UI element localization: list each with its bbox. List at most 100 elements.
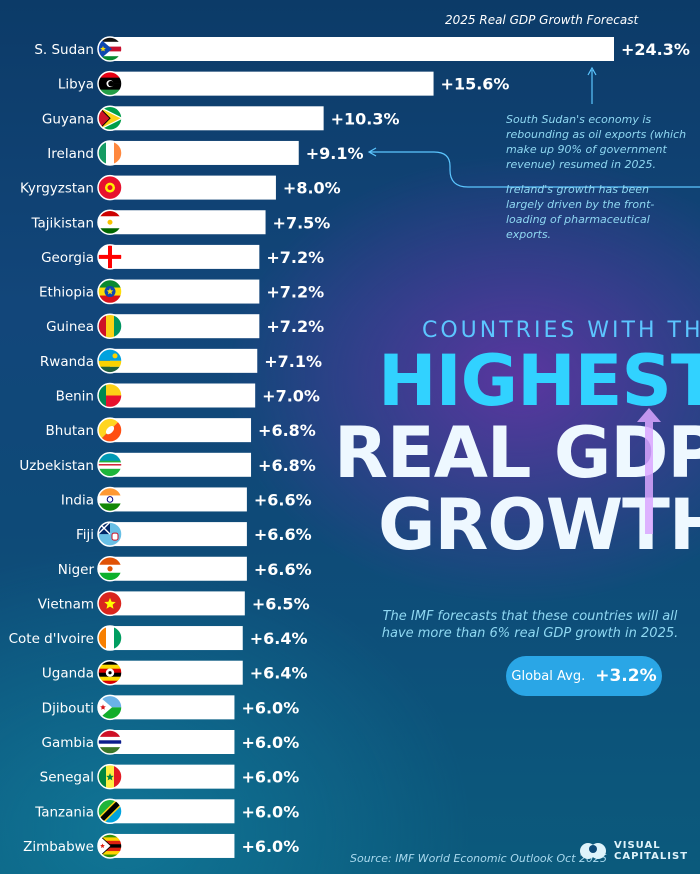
- flag-uzbekistan-icon: [98, 452, 122, 477]
- bar-row-ethiopia: Ethiopia +7.2%: [39, 278, 324, 305]
- chart-title: 2025 Real GDP Growth Forecast: [445, 13, 639, 27]
- value-label-kyrgyzstan: +8.0%: [283, 179, 341, 198]
- bar-georgia: [110, 244, 260, 269]
- flag-ring: [97, 452, 123, 478]
- flag-ring: [97, 729, 123, 755]
- value-label-bhutan: +6.8%: [258, 421, 316, 440]
- bar-row-djibouti: Djibouti +6.0%: [42, 694, 299, 721]
- bar-zimbabwe: [110, 833, 235, 858]
- flag-s-sudan-icon: [98, 37, 122, 61]
- brand-line-1: VISUAL: [614, 840, 661, 851]
- value-label-india: +6.6%: [254, 490, 312, 509]
- bar-row-bhutan: Bhutan +6.8%: [46, 417, 316, 443]
- value-label-tajikistan: +7.5%: [273, 213, 331, 232]
- category-label-georgia: Georgia: [41, 250, 94, 266]
- flag-senegal-icon: [98, 764, 122, 789]
- bar-ireland: [110, 140, 299, 165]
- bar-row-niger: Niger +6.6%: [58, 556, 312, 582]
- up-arrow-icon: [637, 408, 661, 534]
- bar-row-india: India +6.6%: [61, 486, 312, 513]
- category-label-kyrgyzstan: Kyrgyzstan: [20, 181, 94, 197]
- flag-ring: [97, 348, 123, 374]
- bar-niger: [110, 556, 247, 581]
- bar-libya: [110, 71, 434, 96]
- bar-uzbekistan: [110, 452, 252, 477]
- value-label-tanzania: +6.0%: [241, 802, 299, 821]
- bar-tajikistan: [110, 210, 266, 235]
- flag-ring: [97, 417, 123, 443]
- value-label-ireland: +9.1%: [306, 144, 364, 163]
- category-label-gambia: Gambia: [42, 735, 94, 751]
- flag-ring: [97, 382, 123, 409]
- bar-row-tanzania: Tanzania +6.0%: [34, 798, 299, 825]
- bar-row-fiji: Fiji +6.6%: [76, 521, 312, 547]
- value-label-niger: +6.6%: [254, 560, 312, 579]
- ssudan-annotation: South Sudan's economy is rebounding as o…: [506, 113, 687, 171]
- flag-ring: [97, 486, 123, 513]
- category-label-senegal: Senegal: [40, 770, 94, 786]
- bar-row-cote-d-ivoire: Cote d'Ivoire +6.4%: [9, 625, 308, 651]
- category-label-s-sudan: S. Sudan: [34, 42, 94, 58]
- bar-india: [110, 487, 247, 512]
- category-label-benin: Benin: [56, 389, 94, 405]
- category-label-rwanda: Rwanda: [40, 354, 94, 370]
- flag-ring: [97, 36, 123, 62]
- flag-ring: [97, 625, 123, 651]
- value-label-senegal: +6.0%: [241, 768, 299, 787]
- category-label-zimbabwe: Zimbabwe: [23, 839, 94, 855]
- category-label-djibouti: Djibouti: [42, 700, 94, 716]
- flag-ring: [97, 694, 123, 721]
- bar-uganda: [110, 660, 243, 685]
- flag-niger-icon: [98, 556, 122, 581]
- category-label-guinea: Guinea: [46, 319, 94, 335]
- flag-ring: [97, 590, 123, 617]
- bar-bhutan: [110, 418, 252, 443]
- value-label-vietnam: +6.5%: [252, 594, 310, 613]
- category-label-india: India: [61, 492, 94, 508]
- bar-kyrgyzstan: [110, 175, 276, 200]
- ireland-annotation: Ireland's growth has been largely driven…: [506, 183, 655, 241]
- global-average-label: Global Avg.: [511, 668, 586, 684]
- flag-ring: [97, 556, 123, 582]
- imf-note: The IMF forecasts that these countries w…: [381, 609, 679, 641]
- flag-ring: [97, 763, 123, 790]
- category-label-tanzania: Tanzania: [34, 804, 94, 820]
- flag-ring: [97, 798, 123, 825]
- visual-capitalist-logo-icon: [580, 843, 606, 859]
- flag-ring: [97, 174, 123, 201]
- value-label-benin: +7.0%: [262, 387, 320, 406]
- value-label-cote-d-ivoire: +6.4%: [250, 629, 308, 648]
- bar-rwanda: [110, 348, 258, 373]
- value-label-gambia: +6.0%: [241, 733, 299, 752]
- bar-row-guyana: Guyana +10.3%: [42, 105, 400, 132]
- flag-ring: [97, 244, 123, 270]
- flag-ireland-icon: [98, 140, 122, 165]
- flag-gambia-icon: [98, 730, 122, 754]
- category-label-ireland: Ireland: [47, 146, 94, 162]
- flag-ring: [97, 278, 123, 305]
- headline-line-1: HIGHEST: [378, 340, 700, 422]
- category-label-libya: Libya: [58, 77, 94, 93]
- flag-ring: [97, 70, 123, 97]
- flag-ring: [97, 140, 123, 166]
- brand-logo: VISUAL CAPITALIST: [578, 836, 688, 866]
- bar-ethiopia: [110, 279, 260, 304]
- bar-row-kyrgyzstan: Kyrgyzstan +8.0%: [20, 174, 341, 201]
- bar-row-guinea: Guinea +7.2%: [46, 313, 324, 339]
- bar-cote-d-ivoire: [110, 626, 243, 651]
- bar-senegal: [110, 764, 235, 789]
- value-label-zimbabwe: +6.0%: [241, 837, 299, 856]
- value-label-uzbekistan: +6.8%: [258, 456, 316, 475]
- value-label-s-sudan: +24.3%: [621, 40, 690, 59]
- flag-india-icon: [98, 487, 122, 512]
- headline-line-2: REAL GDP: [334, 412, 700, 494]
- source-note: Source: IMF World Economic Outlook Oct 2…: [350, 852, 608, 865]
- bar-row-ireland: Ireland +9.1%: [47, 140, 364, 166]
- bar-row-uzbekistan: Uzbekistan +6.8%: [19, 452, 316, 478]
- flag-ethiopia-icon: [98, 279, 122, 304]
- category-label-uganda: Uganda: [42, 666, 94, 682]
- bar-row-rwanda: Rwanda +7.1%: [40, 348, 322, 374]
- bar-row-benin: Benin +7.0%: [56, 382, 320, 409]
- category-label-fiji: Fiji: [76, 527, 94, 543]
- bar-row-tajikistan: Tajikistan +7.5%: [30, 209, 331, 235]
